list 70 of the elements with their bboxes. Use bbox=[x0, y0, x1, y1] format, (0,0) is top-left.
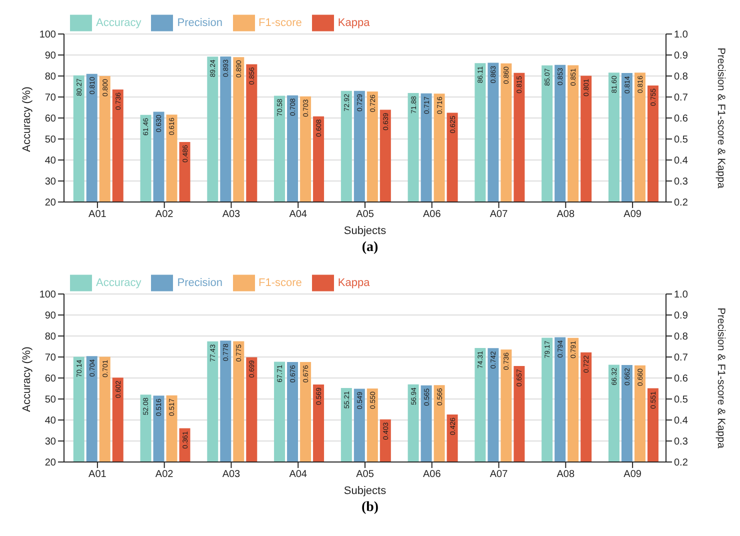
x-tick-label: A08 bbox=[556, 209, 575, 220]
x-tick-label: A09 bbox=[624, 209, 642, 220]
y2-tick-label: 1.0 bbox=[674, 30, 688, 41]
y-tick-label: 90 bbox=[44, 50, 56, 62]
y-tick-label: 50 bbox=[44, 134, 56, 146]
y2-tick-label: 0.8 bbox=[674, 332, 688, 343]
x-tick-label: A01 bbox=[88, 209, 107, 220]
y2-tick-label: 0.6 bbox=[674, 374, 688, 385]
x-axis-title: Subjects bbox=[344, 485, 387, 497]
x-tick-label: A02 bbox=[155, 469, 174, 480]
y-tick-label: 80 bbox=[44, 72, 56, 83]
legend-label: Accuracy bbox=[96, 16, 142, 29]
y-tick-label: 30 bbox=[44, 176, 56, 188]
x-tick-label: A07 bbox=[490, 469, 508, 480]
y2-tick-label: 0.4 bbox=[674, 156, 688, 167]
y-tick-label: 40 bbox=[44, 416, 56, 427]
y-tick-label: 60 bbox=[44, 114, 56, 125]
legend-label: F1-score bbox=[258, 16, 302, 29]
x-tick-label: A05 bbox=[356, 469, 374, 480]
y2-tick-label: 0.8 bbox=[674, 72, 688, 83]
x-tick-label: A07 bbox=[490, 209, 508, 220]
y-tick-label: 20 bbox=[44, 458, 56, 469]
legend-label: F1-score bbox=[258, 276, 302, 289]
y2-tick-label: 0.3 bbox=[674, 176, 688, 188]
legend-label: Precision bbox=[177, 276, 222, 289]
y2-tick-label: 0.5 bbox=[674, 134, 688, 146]
y-tick-label: 20 bbox=[44, 198, 56, 209]
y2-tick-label: 0.7 bbox=[674, 92, 688, 104]
y-tick-label: 90 bbox=[44, 310, 56, 322]
x-tick-label: A09 bbox=[624, 469, 642, 480]
y-tick-label: 100 bbox=[39, 30, 56, 41]
y-tick-label: 80 bbox=[44, 332, 56, 343]
y-tick-label: 100 bbox=[39, 290, 56, 301]
text: (b) bbox=[360, 500, 380, 517]
y-tick-label: 60 bbox=[44, 374, 56, 385]
y2-tick-label: 0.2 bbox=[674, 458, 688, 469]
x-tick-label: A06 bbox=[422, 209, 442, 220]
x-tick-label: A03 bbox=[222, 469, 241, 480]
x-tick-label: A03 bbox=[222, 209, 241, 220]
x-axis-title: Subjects bbox=[344, 225, 387, 237]
y2-tick-label: 0.3 bbox=[674, 436, 688, 448]
y2-tick-label: 0.7 bbox=[674, 352, 688, 364]
y-tick-label: 40 bbox=[44, 156, 56, 167]
y-axis-title: Accuracy (%) bbox=[20, 86, 33, 152]
x-tick-label: A06 bbox=[422, 469, 442, 480]
legend-label: Accuracy bbox=[96, 276, 142, 289]
x-tick-label: A01 bbox=[88, 469, 107, 480]
y2-tick-label: 0.6 bbox=[674, 114, 688, 125]
y-tick-label: 30 bbox=[44, 436, 56, 448]
y2-tick-label: 0.5 bbox=[674, 394, 688, 406]
y2-axis-title: Precision & F1-score & Kappa bbox=[715, 48, 727, 188]
y2-tick-label: 0.9 bbox=[674, 50, 688, 62]
legend-label: Kappa bbox=[338, 16, 370, 29]
x-tick-label: A02 bbox=[155, 209, 174, 220]
x-tick-label: A08 bbox=[556, 469, 575, 480]
y-tick-label: 50 bbox=[44, 394, 56, 406]
legend-label: Precision bbox=[177, 16, 222, 29]
x-tick-label: A04 bbox=[289, 469, 308, 480]
y-axis-title: Accuracy (%) bbox=[20, 346, 33, 412]
legend-label: Kappa bbox=[338, 276, 370, 289]
text: (a) bbox=[360, 240, 380, 257]
y2-tick-label: 0.2 bbox=[674, 198, 688, 209]
x-tick-label: A05 bbox=[356, 209, 374, 220]
y2-tick-label: 0.9 bbox=[674, 310, 688, 322]
y2-tick-label: 0.4 bbox=[674, 416, 688, 427]
x-tick-label: A04 bbox=[289, 209, 308, 220]
y2-tick-label: 1.0 bbox=[674, 290, 688, 301]
y-tick-label: 70 bbox=[44, 352, 56, 364]
y-tick-label: 70 bbox=[44, 92, 56, 104]
y2-axis-title: Precision & F1-score & Kappa bbox=[715, 308, 727, 448]
